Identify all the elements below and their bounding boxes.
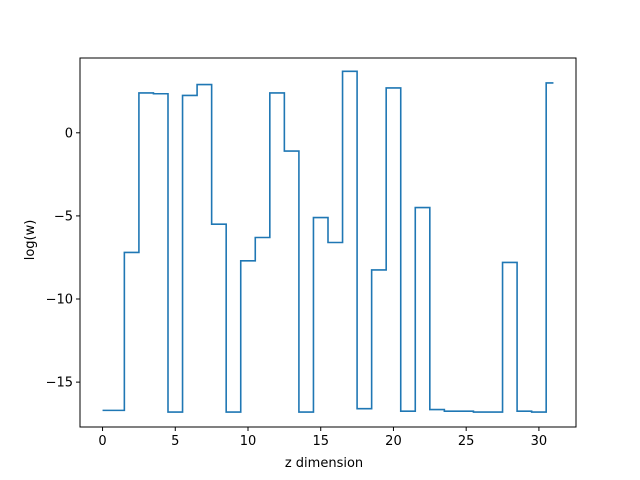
- x-tick-label: 20: [385, 434, 402, 449]
- x-tick-label: 15: [312, 434, 329, 449]
- plot-area: [79, 57, 577, 428]
- y-tick-label: −5: [54, 209, 73, 224]
- series-line: [102, 70, 554, 413]
- x-tick-label: 5: [171, 434, 179, 449]
- x-axis-label: z dimension: [285, 456, 363, 471]
- y-tick-label: −10: [46, 293, 73, 308]
- y-axis: −15 −10 −5 0: [46, 126, 80, 391]
- y-tick-label: −15: [46, 376, 73, 391]
- x-tick-label: 30: [531, 434, 548, 449]
- y-axis-label: log(w): [23, 220, 38, 261]
- x-axis: 0 5 10 15 20 25 30: [98, 427, 547, 449]
- x-tick-label: 0: [98, 434, 106, 449]
- x-tick-label: 25: [458, 434, 475, 449]
- axes-frame: [79, 57, 577, 428]
- x-tick-label: 10: [240, 434, 257, 449]
- y-tick-label: 0: [65, 126, 73, 141]
